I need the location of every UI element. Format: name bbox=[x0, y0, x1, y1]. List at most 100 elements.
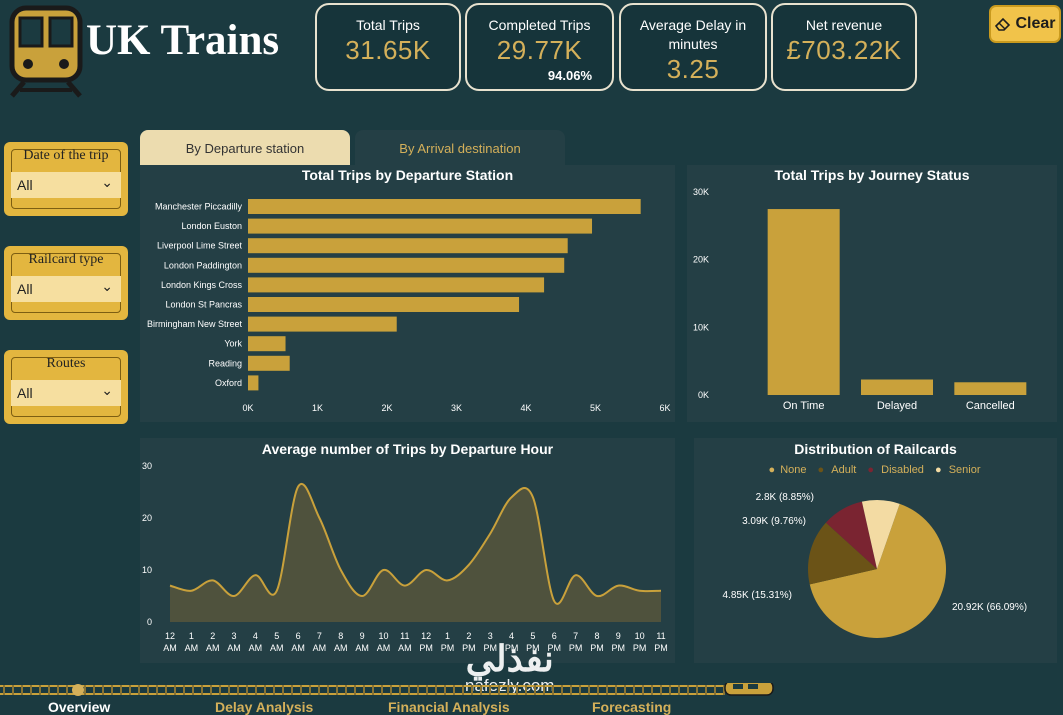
clear-filters-button[interactable]: Clear bbox=[989, 5, 1061, 43]
date-filter-dropdown[interactable]: All ⌄ bbox=[11, 172, 121, 198]
filter-date-of-trip: Date of the trip All ⌄ bbox=[4, 142, 128, 216]
legend-adult: ● Adult bbox=[817, 464, 857, 476]
x-tick-label: 5K bbox=[590, 403, 601, 413]
hour-label: 5 bbox=[530, 631, 535, 641]
hour-period-label: AM bbox=[185, 643, 199, 653]
hour-period-label: AM bbox=[377, 643, 391, 653]
nav-overview[interactable]: Overview bbox=[48, 699, 111, 715]
hour-period-label: PM bbox=[462, 643, 476, 653]
station-label: Oxford bbox=[215, 378, 242, 388]
hour-label: 1 bbox=[445, 631, 450, 641]
hour-label: 2 bbox=[210, 631, 215, 641]
pie-slice bbox=[808, 522, 877, 585]
nav-forecasting[interactable]: Forecasting bbox=[592, 699, 672, 715]
station-bar bbox=[248, 277, 545, 293]
x-tick-label: 2K bbox=[381, 403, 392, 413]
hour-period-label: PM bbox=[548, 643, 562, 653]
journey-status-svg: 0K 10K 20K 30K On Time Delayed Cancelled bbox=[693, 187, 1027, 412]
station-label: London Euston bbox=[181, 221, 242, 231]
station-bar bbox=[248, 257, 565, 273]
station-label: Birmingham New Street bbox=[147, 319, 243, 329]
chart-title: Total Trips by Departure Station bbox=[301, 167, 514, 183]
legend-senior: ● Senior bbox=[935, 464, 981, 476]
app-title: UK Trains bbox=[86, 17, 280, 64]
hour-period-label: AM bbox=[355, 643, 369, 653]
railcard-filter-dropdown[interactable]: All ⌄ bbox=[11, 276, 121, 302]
departure-station-svg: Manchester Piccadilly London Euston Liverp… bbox=[147, 199, 671, 413]
x-tick-label: 0K bbox=[242, 403, 253, 413]
dropdown-value: All bbox=[17, 385, 33, 401]
hour-label: 11 bbox=[400, 631, 409, 641]
tab-by-departure-station[interactable]: By Departure station bbox=[140, 130, 350, 165]
hour-label: 11 bbox=[656, 631, 665, 641]
hour-period-label: AM bbox=[270, 643, 284, 653]
pie-slice bbox=[809, 503, 946, 638]
slice-label: 2.8K (8.85%) bbox=[756, 492, 814, 503]
nav-financial-analysis[interactable]: Financial Analysis bbox=[388, 699, 510, 715]
hour-label: 10 bbox=[635, 631, 645, 641]
station-bar bbox=[248, 336, 286, 352]
kpi-label: Completed Trips bbox=[488, 17, 591, 33]
station-label: York bbox=[224, 339, 242, 349]
hour-period-label: PM bbox=[483, 643, 497, 653]
hour-period-label: AM bbox=[163, 643, 177, 653]
hour-label: 2 bbox=[466, 631, 471, 641]
kpi-value: 31.65K bbox=[345, 35, 431, 65]
station-bar bbox=[248, 218, 593, 234]
railcard-distribution-chart: Distribution of Railcards ● None ● Adult… bbox=[694, 438, 1057, 663]
kpi-average-delay: Average Delay in minutes 3.25 bbox=[619, 3, 767, 91]
hour-period-label: PM bbox=[569, 643, 583, 653]
departure-station-chart: Total Trips by Departure Station Manches… bbox=[140, 165, 675, 422]
hour-period-label: AM bbox=[249, 643, 262, 653]
hour-label: 12 bbox=[165, 631, 175, 641]
kpi-label: Average Delay in minutes bbox=[639, 17, 747, 52]
hour-period-label: PM bbox=[633, 643, 647, 653]
hour-label: 3 bbox=[232, 631, 237, 641]
legend-label: Disabled bbox=[881, 464, 924, 476]
slice-label: 3.09K (9.76%) bbox=[742, 516, 806, 527]
y-tick-label: 30K bbox=[693, 187, 709, 197]
routes-filter-dropdown[interactable]: All ⌄ bbox=[11, 380, 121, 406]
station-label: London Paddington bbox=[164, 260, 242, 270]
hour-period-label: PM bbox=[526, 643, 540, 653]
legend-label: Adult bbox=[831, 464, 857, 476]
dropdown-value: All bbox=[17, 281, 33, 297]
hour-label: 6 bbox=[552, 631, 557, 641]
hour-label: 12 bbox=[421, 631, 431, 641]
pie-legend: ● None ● Adult ● Disabled ● Senior bbox=[694, 464, 1057, 476]
chart-title: Average number of Trips by Departure Hou… bbox=[261, 441, 554, 457]
eraser-icon bbox=[995, 17, 1011, 31]
y-tick-label: 20K bbox=[693, 255, 709, 265]
station-label: Liverpool Lime Street bbox=[157, 241, 243, 251]
hour-period-label: AM bbox=[206, 643, 220, 653]
hour-label: 1 bbox=[189, 631, 194, 641]
trips-by-hour-chart: Average number of Trips by Departure Hou… bbox=[140, 438, 675, 663]
kpi-value: £703.22K bbox=[786, 35, 902, 65]
chevron-down-icon: ⌄ bbox=[101, 174, 113, 190]
hour-label: 8 bbox=[594, 631, 599, 641]
chart-title: Distribution of Railcards bbox=[794, 441, 957, 457]
nav-delay-analysis[interactable]: Delay Analysis bbox=[215, 699, 314, 715]
filter-railcard-type: Railcard type All ⌄ bbox=[4, 246, 128, 320]
tab-by-arrival-destination[interactable]: By Arrival destination bbox=[355, 130, 565, 165]
pie-slice bbox=[861, 500, 900, 569]
filter-label: Railcard type bbox=[28, 252, 104, 267]
status-label: On Time bbox=[783, 400, 825, 412]
hour-label: 4 bbox=[509, 631, 514, 641]
area-fill bbox=[170, 483, 661, 622]
hour-label: 9 bbox=[616, 631, 621, 641]
hour-period-label: PM bbox=[654, 643, 668, 653]
hour-label: 7 bbox=[317, 631, 322, 641]
station-label: London St Pancras bbox=[165, 300, 242, 310]
x-tick-label: 3K bbox=[451, 403, 462, 413]
hour-label: 4 bbox=[253, 631, 258, 641]
station-label: Reading bbox=[208, 358, 242, 368]
legend-none: ● None bbox=[768, 464, 807, 476]
kpi-label: Net revenue bbox=[805, 17, 883, 33]
station-bar bbox=[248, 297, 520, 312]
hour-period-label: PM bbox=[441, 643, 455, 653]
hour-label: 6 bbox=[296, 631, 301, 641]
x-tick-label: 1K bbox=[312, 403, 323, 413]
chevron-down-icon: ⌄ bbox=[101, 382, 113, 398]
journey-status-chart: Total Trips by Journey Status 0K 10K 20K 30… bbox=[687, 165, 1057, 422]
